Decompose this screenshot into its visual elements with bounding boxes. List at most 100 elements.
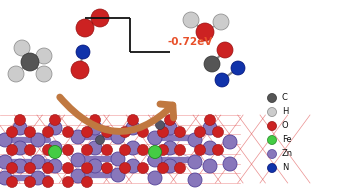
Circle shape: [0, 133, 12, 147]
Circle shape: [267, 122, 276, 130]
Circle shape: [203, 121, 217, 135]
Text: Fe: Fe: [282, 136, 292, 145]
Circle shape: [31, 133, 45, 147]
Circle shape: [88, 141, 102, 155]
Circle shape: [0, 171, 12, 185]
Circle shape: [6, 163, 17, 174]
Circle shape: [14, 115, 26, 125]
Circle shape: [267, 149, 276, 159]
Circle shape: [217, 42, 233, 58]
Circle shape: [25, 126, 36, 138]
Circle shape: [196, 23, 214, 41]
Circle shape: [137, 145, 148, 156]
Circle shape: [48, 121, 62, 135]
Circle shape: [174, 145, 185, 156]
Circle shape: [63, 177, 74, 187]
Circle shape: [223, 135, 237, 149]
Circle shape: [81, 177, 92, 187]
Circle shape: [13, 141, 27, 155]
Circle shape: [102, 145, 113, 156]
Text: Zn: Zn: [282, 149, 293, 159]
Circle shape: [126, 121, 140, 135]
Circle shape: [0, 155, 12, 169]
Circle shape: [81, 145, 92, 156]
Circle shape: [195, 145, 206, 156]
Circle shape: [163, 159, 177, 173]
Circle shape: [212, 145, 224, 156]
Circle shape: [267, 136, 276, 145]
Circle shape: [13, 159, 27, 173]
Circle shape: [42, 163, 53, 174]
Circle shape: [183, 12, 199, 28]
Circle shape: [203, 141, 217, 155]
Circle shape: [195, 126, 206, 138]
FancyArrowPatch shape: [60, 97, 174, 131]
Circle shape: [95, 136, 105, 145]
Circle shape: [71, 169, 85, 183]
Circle shape: [203, 159, 217, 173]
Circle shape: [6, 126, 17, 138]
Circle shape: [49, 146, 62, 159]
Circle shape: [213, 14, 229, 30]
Circle shape: [165, 115, 175, 125]
Circle shape: [25, 145, 36, 156]
Circle shape: [158, 126, 169, 138]
Circle shape: [205, 115, 215, 125]
Circle shape: [42, 126, 53, 138]
Circle shape: [88, 159, 102, 173]
Circle shape: [163, 141, 177, 155]
Circle shape: [137, 163, 148, 174]
Circle shape: [71, 130, 85, 144]
Circle shape: [111, 130, 125, 144]
Circle shape: [63, 163, 74, 174]
Circle shape: [267, 163, 276, 173]
Circle shape: [126, 141, 140, 155]
Circle shape: [267, 108, 276, 116]
Circle shape: [119, 126, 131, 138]
Circle shape: [6, 177, 17, 187]
Text: H: H: [282, 108, 288, 116]
Circle shape: [111, 168, 125, 182]
Circle shape: [90, 115, 101, 125]
Circle shape: [267, 94, 276, 102]
Circle shape: [81, 163, 92, 174]
Circle shape: [188, 173, 202, 187]
Circle shape: [31, 171, 45, 185]
Circle shape: [119, 163, 131, 174]
Circle shape: [102, 163, 113, 174]
Circle shape: [163, 121, 177, 135]
Circle shape: [188, 133, 202, 147]
Circle shape: [36, 48, 52, 64]
Circle shape: [212, 126, 224, 138]
Circle shape: [6, 145, 17, 156]
Circle shape: [42, 177, 53, 187]
Text: N: N: [282, 163, 288, 173]
Circle shape: [128, 115, 139, 125]
Circle shape: [148, 146, 161, 159]
Circle shape: [76, 45, 90, 59]
Circle shape: [48, 141, 62, 155]
Circle shape: [31, 155, 45, 169]
Circle shape: [174, 126, 185, 138]
Circle shape: [13, 121, 27, 135]
Circle shape: [76, 19, 94, 37]
Circle shape: [102, 126, 113, 138]
Circle shape: [21, 53, 39, 71]
Circle shape: [36, 66, 52, 82]
Circle shape: [158, 145, 169, 156]
Circle shape: [156, 121, 165, 129]
Circle shape: [25, 177, 36, 187]
Circle shape: [174, 163, 185, 174]
Circle shape: [126, 159, 140, 173]
Circle shape: [188, 155, 202, 169]
Circle shape: [158, 163, 169, 174]
Circle shape: [8, 66, 24, 82]
Circle shape: [48, 159, 62, 173]
Circle shape: [25, 163, 36, 174]
Circle shape: [111, 152, 125, 166]
Circle shape: [14, 40, 30, 56]
Circle shape: [63, 145, 74, 156]
Circle shape: [223, 157, 237, 171]
Circle shape: [50, 115, 61, 125]
Circle shape: [204, 56, 220, 72]
